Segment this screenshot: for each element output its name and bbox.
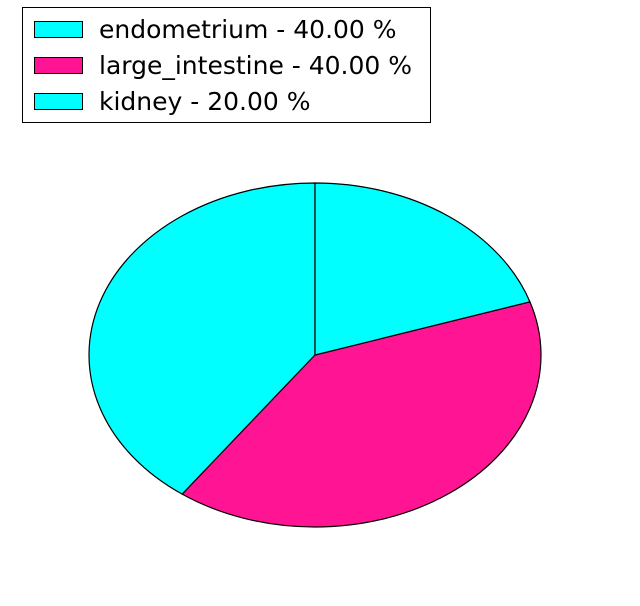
legend-item: kidney - 20.00 % <box>23 83 412 119</box>
legend-label: large_intestine - 40.00 % <box>99 50 413 80</box>
legend-swatch <box>34 92 83 110</box>
pie-slice-kidney <box>314 182 531 356</box>
legend: endometrium - 40.00 % large_intestine - 4… <box>22 7 432 123</box>
pie-slice-endometrium <box>88 182 316 495</box>
pie-slice-large_intestine <box>181 301 542 528</box>
legend-label: kidney - 20.00 % <box>99 86 311 116</box>
legend-swatch <box>34 20 83 38</box>
legend-item: endometrium - 40.00 % <box>23 11 412 47</box>
legend-item: large_intestine - 40.00 % <box>23 47 412 83</box>
legend-swatch <box>34 56 83 74</box>
legend-label: endometrium - 40.00 % <box>99 14 397 44</box>
